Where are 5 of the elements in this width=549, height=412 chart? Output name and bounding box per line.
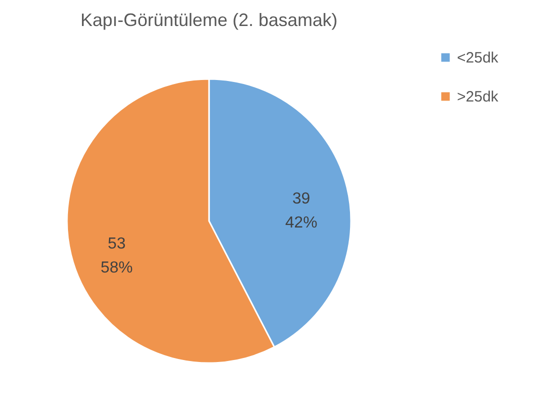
legend-label: <25dk	[457, 50, 499, 66]
data-label: 39 42%	[285, 190, 318, 232]
chart-title: Kapı-Görüntüleme (2. basamak)	[80, 10, 338, 30]
legend-label: >25dk	[457, 88, 499, 106]
data-label: 53 58%	[100, 235, 133, 276]
